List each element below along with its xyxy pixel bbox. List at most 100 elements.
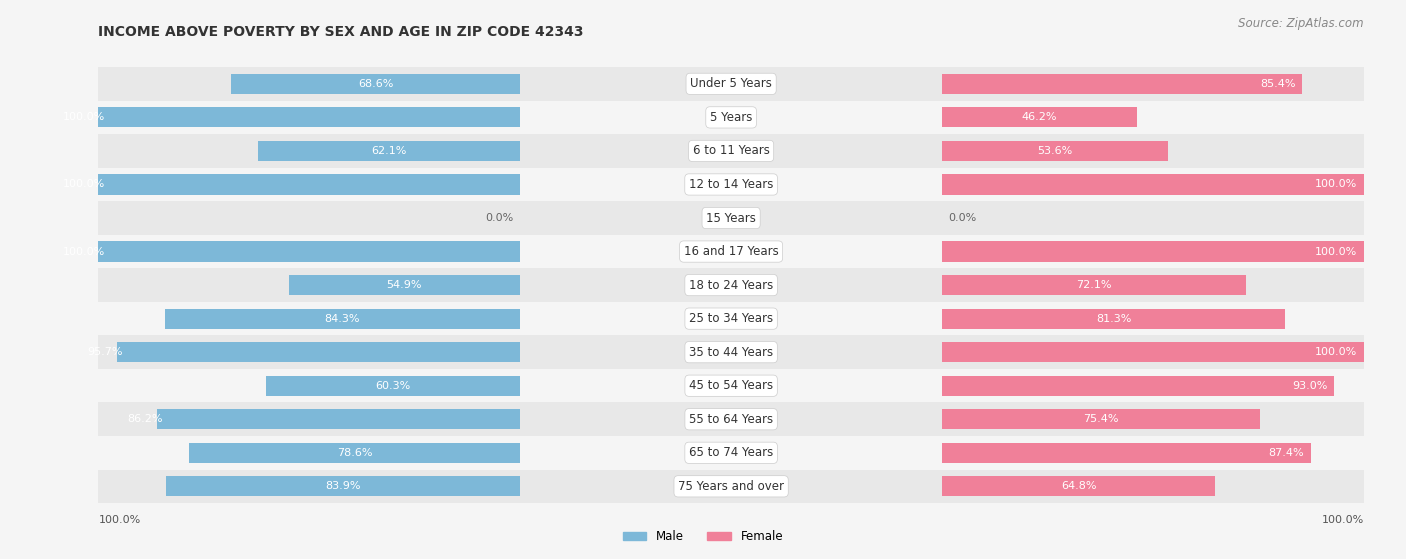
Bar	[520, 369, 942, 402]
Text: 0.0%: 0.0%	[948, 213, 977, 223]
Bar	[942, 168, 1364, 201]
Bar	[942, 409, 1260, 429]
Text: 12 to 14 Years: 12 to 14 Years	[689, 178, 773, 191]
Bar	[166, 476, 520, 496]
Bar	[0, 335, 1406, 369]
Bar	[921, 235, 1385, 268]
Bar	[942, 309, 1285, 329]
Text: 45 to 54 Years: 45 to 54 Years	[689, 379, 773, 392]
Text: 6 to 11 Years: 6 to 11 Years	[693, 144, 769, 158]
Bar	[921, 369, 1385, 402]
Bar	[942, 275, 1246, 295]
Bar	[942, 476, 1215, 496]
Bar	[98, 235, 520, 268]
Bar	[0, 302, 1406, 335]
Text: 85.4%: 85.4%	[1260, 79, 1296, 89]
Bar	[98, 302, 520, 335]
Bar	[98, 268, 520, 302]
Text: 35 to 44 Years: 35 to 44 Years	[689, 345, 773, 359]
Bar	[98, 101, 520, 134]
Bar	[0, 67, 1406, 101]
Bar	[942, 67, 1364, 101]
Text: 100.0%: 100.0%	[62, 247, 105, 257]
Bar	[0, 268, 1406, 302]
Bar	[288, 275, 520, 295]
Bar	[499, 302, 963, 335]
Bar	[499, 201, 963, 235]
Bar	[942, 241, 1364, 262]
Bar	[921, 436, 1385, 470]
Bar	[942, 201, 1364, 235]
Bar	[942, 235, 1364, 268]
Text: 100.0%: 100.0%	[1315, 347, 1358, 357]
Text: 65 to 74 Years: 65 to 74 Years	[689, 446, 773, 459]
Bar	[259, 141, 520, 161]
Bar	[499, 436, 963, 470]
Bar	[0, 436, 1406, 470]
Bar	[0, 402, 1406, 436]
Bar	[0, 168, 1406, 201]
Bar	[942, 141, 1168, 161]
Bar	[921, 67, 1385, 101]
Bar	[942, 342, 1364, 362]
Bar	[499, 402, 963, 436]
Bar	[520, 402, 942, 436]
Bar	[520, 302, 942, 335]
Bar	[520, 335, 942, 369]
Bar	[520, 134, 942, 168]
Text: 64.8%: 64.8%	[1062, 481, 1097, 491]
Bar	[499, 134, 963, 168]
Text: 68.6%: 68.6%	[359, 79, 394, 89]
Text: 60.3%: 60.3%	[375, 381, 411, 391]
Text: 100.0%: 100.0%	[62, 179, 105, 190]
Bar	[0, 201, 1406, 235]
Text: 53.6%: 53.6%	[1038, 146, 1073, 156]
Bar	[266, 376, 520, 396]
Bar	[499, 268, 963, 302]
Text: 93.0%: 93.0%	[1292, 381, 1327, 391]
Text: 83.9%: 83.9%	[326, 481, 361, 491]
Text: 72.1%: 72.1%	[1077, 280, 1112, 290]
Bar	[98, 174, 520, 195]
Text: 100.0%: 100.0%	[98, 515, 141, 525]
Bar	[942, 443, 1310, 463]
Text: INCOME ABOVE POVERTY BY SEX AND AGE IN ZIP CODE 42343: INCOME ABOVE POVERTY BY SEX AND AGE IN Z…	[98, 25, 583, 39]
Bar	[499, 101, 963, 134]
Bar	[0, 470, 1406, 503]
Text: 62.1%: 62.1%	[371, 146, 406, 156]
Text: 18 to 24 Years: 18 to 24 Years	[689, 278, 773, 292]
Bar	[231, 74, 520, 94]
Text: 16 and 17 Years: 16 and 17 Years	[683, 245, 779, 258]
Text: 100.0%: 100.0%	[1315, 247, 1358, 257]
Bar	[921, 168, 1385, 201]
Bar	[942, 402, 1364, 436]
Bar	[520, 168, 942, 201]
Bar	[520, 470, 942, 503]
Bar	[98, 369, 520, 402]
Text: 5 Years: 5 Years	[710, 111, 752, 124]
Bar	[520, 67, 942, 101]
Text: 86.2%: 86.2%	[128, 414, 163, 424]
Legend: Male, Female: Male, Female	[619, 525, 787, 547]
Text: 78.6%: 78.6%	[336, 448, 373, 458]
Bar	[117, 342, 520, 362]
Bar	[499, 470, 963, 503]
Bar	[520, 268, 942, 302]
Bar	[0, 369, 1406, 402]
Bar	[921, 470, 1385, 503]
Bar	[98, 436, 520, 470]
Bar	[942, 436, 1364, 470]
Bar	[98, 402, 520, 436]
Bar	[0, 101, 1406, 134]
Bar	[942, 376, 1334, 396]
Bar	[499, 369, 963, 402]
Text: 0.0%: 0.0%	[485, 213, 515, 223]
Bar	[942, 101, 1364, 134]
Bar	[98, 67, 520, 101]
Bar	[942, 335, 1364, 369]
Bar	[98, 107, 520, 127]
Bar	[0, 235, 1406, 268]
Bar	[98, 168, 520, 201]
Bar	[499, 168, 963, 201]
Bar	[921, 335, 1385, 369]
